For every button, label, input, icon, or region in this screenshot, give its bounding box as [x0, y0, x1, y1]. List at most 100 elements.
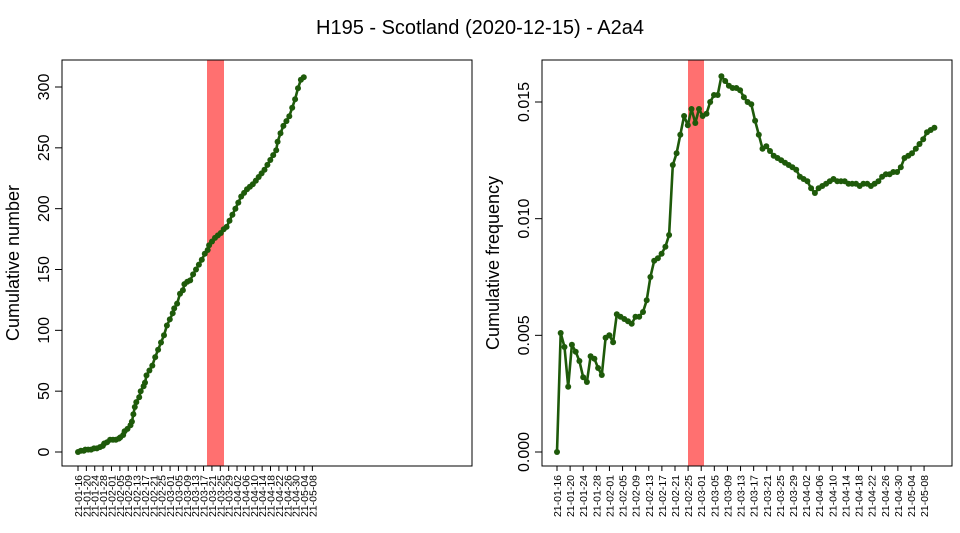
- right-data-point: [894, 169, 901, 175]
- right-data-point: [703, 110, 710, 117]
- left-x-tick-label: 21-01-28: [98, 475, 110, 517]
- left-x-tick-label: 21-01-20: [81, 475, 93, 517]
- left-x-tick-label: 21-04-22: [274, 475, 286, 517]
- right-x-tick-label: 21-03-25: [775, 475, 787, 517]
- left-x-tick-label: 21-04-18: [266, 475, 278, 517]
- left-y-tick-label: 200: [36, 195, 53, 222]
- right-x-tick-label: 21-04-02: [801, 475, 813, 517]
- right-x-tick-label: 21-02-05: [618, 475, 630, 517]
- left-data-point: [163, 322, 170, 329]
- right-data-point: [643, 297, 650, 304]
- left-y-tick-label: 150: [36, 256, 53, 283]
- right-x-tick-label: 21-01-20: [565, 475, 577, 517]
- right-x-axis: 21-01-16 21-01-20 21-01-24 21-01-28 21-02-01…: [552, 466, 931, 517]
- left-x-tick-label: 21-04-10: [249, 475, 261, 517]
- right-x-tick-label: 21-04-26: [880, 475, 892, 517]
- right-data-point: [666, 232, 673, 238]
- left-y-tick-label: 50: [36, 382, 53, 400]
- left-data-point: [289, 104, 296, 111]
- right-x-tick-label: 21-05-04: [906, 475, 918, 517]
- left-data-point: [195, 261, 202, 268]
- left-data-point: [128, 418, 135, 425]
- right-data-point: [763, 143, 770, 150]
- right-data-point: [811, 190, 818, 196]
- right-data-point: [662, 243, 669, 250]
- right-data-point: [636, 313, 643, 320]
- left-data-point: [264, 161, 271, 168]
- left-data-point: [133, 399, 140, 406]
- right-y-tick-label: 0.015: [516, 82, 533, 122]
- right-y-axis: 0.000 0.005 0.010 0.015: [516, 82, 542, 472]
- right-data-point: [804, 178, 811, 185]
- left-data-point: [131, 404, 138, 410]
- left-data-point: [136, 394, 143, 401]
- right-data-point: [718, 73, 725, 80]
- right-data-point: [748, 101, 755, 108]
- left-data-point: [261, 166, 268, 173]
- right-data-point: [628, 320, 635, 327]
- right-data-point: [595, 365, 602, 371]
- right-data-point: [737, 87, 744, 94]
- right-data-point: [692, 120, 699, 126]
- right-data-point: [654, 255, 661, 262]
- right-data-point: [640, 309, 646, 315]
- left-data-point: [270, 152, 277, 159]
- left-data-point: [187, 277, 194, 284]
- right-series: [554, 73, 938, 455]
- left-y-tick-label: 100: [36, 317, 53, 344]
- left-y-tick-label: 0: [36, 447, 53, 456]
- right-data-point: [920, 136, 927, 143]
- left-data-point: [295, 85, 301, 92]
- right-data-point: [931, 124, 938, 131]
- left-highlight-band: [207, 60, 224, 466]
- right-plot-frame: [541, 59, 953, 467]
- left-data-point: [283, 118, 290, 125]
- right-data-point: [681, 113, 688, 119]
- right-x-tick-label: 21-03-17: [749, 475, 761, 517]
- left-x-tick-label: 21-04-02: [232, 475, 244, 517]
- right-chart: Cumulative frequency 0.000 0.005 0.010 0.01…: [483, 59, 953, 517]
- right-data-point: [572, 348, 579, 355]
- right-x-tick-label: 21-04-30: [893, 475, 905, 517]
- left-data-point: [152, 354, 159, 361]
- left-x-tick-label: 21-01-24: [90, 475, 102, 517]
- right-x-tick-label: 21-03-13: [736, 475, 748, 517]
- left-data-point: [137, 388, 144, 395]
- right-data-point: [684, 122, 691, 129]
- right-data-point: [561, 344, 568, 350]
- right-data-point: [557, 330, 564, 336]
- right-data-point: [755, 131, 762, 138]
- left-x-tick-label: 21-02-05: [115, 475, 127, 517]
- left-x-tick-label: 21-05-08: [307, 475, 319, 517]
- right-x-tick-label: 21-04-10: [827, 475, 839, 517]
- right-x-tick-label: 21-03-01: [696, 475, 708, 517]
- left-x-tick-label: 21-02-01: [106, 475, 118, 517]
- right-data-point: [568, 341, 575, 348]
- left-data-point: [130, 411, 137, 418]
- right-data-point: [875, 178, 882, 185]
- right-x-tick-label: 21-01-24: [578, 475, 590, 517]
- left-x-tick-label: 21-02-25: [157, 475, 169, 517]
- left-data-point: [274, 138, 281, 145]
- left-x-tick-label: 21-03-13: [190, 475, 202, 517]
- right-y-tick-label: 0.005: [516, 315, 533, 355]
- right-data-point: [909, 150, 915, 157]
- right-data-point: [598, 372, 605, 378]
- left-x-tick-label: 21-04-30: [291, 475, 303, 517]
- right-data-point: [673, 150, 680, 157]
- left-data-point: [190, 271, 197, 278]
- left-x-tick-label: 21-03-25: [215, 475, 227, 517]
- right-data-point: [897, 164, 904, 171]
- left-x-tick-label: 21-03-29: [224, 475, 236, 517]
- left-data-point: [204, 247, 211, 253]
- right-x-tick-label: 21-02-13: [644, 475, 656, 517]
- right-data-point: [591, 355, 598, 362]
- right-x-tick-label: 21-02-25: [683, 475, 695, 517]
- left-x-tick-label: 21-04-14: [257, 475, 269, 517]
- left-y-tick-label: 250: [36, 134, 53, 161]
- left-y-axis-label: Cumulative number: [3, 185, 23, 341]
- right-data-point: [722, 78, 729, 84]
- right-x-tick-label: 21-03-09: [722, 475, 734, 517]
- right-data-point: [583, 379, 590, 385]
